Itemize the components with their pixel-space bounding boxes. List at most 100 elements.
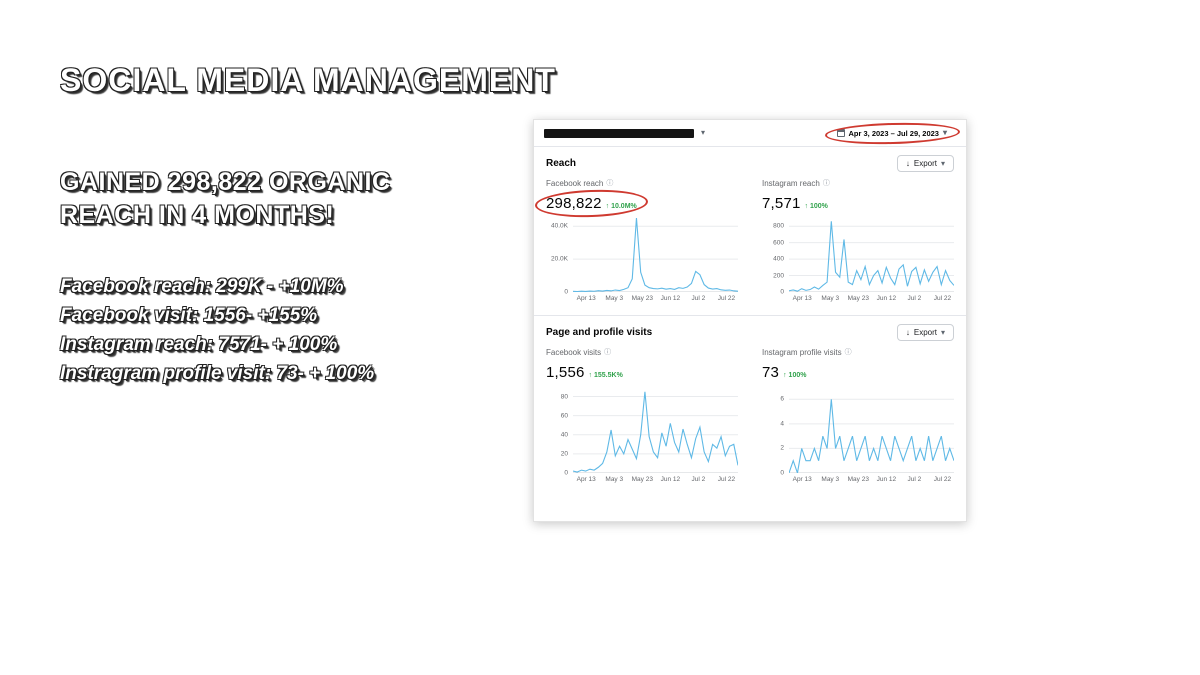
insights-dashboard-card: ▾ Apr 3, 2023 – Jul 29, 2023 ▾ Reach ↓ E… <box>533 119 967 522</box>
x-tick-label: Jul 2 <box>691 295 706 302</box>
y-tick-label: 80 <box>560 393 568 401</box>
x-tick-label: Jul 22 <box>717 476 736 483</box>
bullet-facebook-reach: Facebook reach: 299K - +10M% <box>60 276 344 297</box>
metric-name: Instagram profile visits <box>762 347 842 357</box>
instagram-profile-visits-chart <box>789 387 954 473</box>
info-icon[interactable]: ⓘ <box>822 180 830 187</box>
metric-value: 298,822 <box>546 194 602 212</box>
chevron-down-icon: ▾ <box>940 327 945 337</box>
slide-headline: GAINED 298,822 ORGANIC REACH IN 4 MONTHS… <box>60 166 391 232</box>
facebook-reach-chart <box>573 218 738 292</box>
export-label: Export <box>913 159 937 168</box>
reach-section-header: Reach ↓ Export ▾ <box>534 147 966 176</box>
x-tick-label: Jul 2 <box>907 476 922 483</box>
info-icon[interactable]: ⓘ <box>604 349 612 356</box>
bullet-instagram-reach: Instagram reach: 7571- + 100% <box>60 334 338 355</box>
arrow-up-icon: ↑ <box>605 202 610 210</box>
y-axis-labels: 0 200 400 600 800 <box>762 218 789 296</box>
dashboard-topbar: ▾ Apr 3, 2023 – Jul 29, 2023 ▾ <box>534 120 966 147</box>
visits-panels: Facebook visits ⓘ 1,556 ↑ 155.5K% 0 20 40 6… <box>534 345 966 487</box>
x-tick-label: Apr 13 <box>576 295 596 302</box>
export-button[interactable]: ↓ Export ▾ <box>896 324 954 341</box>
x-tick-label: May 23 <box>847 295 869 302</box>
redacted-page-name <box>544 128 694 138</box>
section-title: Page and profile visits <box>546 327 653 338</box>
facebook-visits-panel: Facebook visits ⓘ 1,556 ↑ 155.5K% 0 20 40 6… <box>546 345 738 487</box>
x-tick-label: Jun 12 <box>660 476 681 483</box>
metric-name: Facebook reach <box>546 178 604 188</box>
bullet-instagram-profile-visit: Instragram profile visit: 73- + 100% <box>60 363 375 384</box>
metric-name: Facebook visits <box>546 347 602 357</box>
bullet-facebook-visit: Facebook visit: 1556- +155% <box>60 305 318 326</box>
metric-value: 73 <box>762 363 780 381</box>
instagram-reach-chart <box>789 218 954 292</box>
panel-title: Facebook reach ⓘ <box>546 178 738 188</box>
arrow-up-icon: ↑ <box>588 371 593 379</box>
x-tick-label: Apr 13 <box>792 295 812 302</box>
y-tick-label: 400 <box>773 255 784 263</box>
x-tick-label: Jun 12 <box>876 295 897 302</box>
metric-value: 1,556 <box>546 363 585 381</box>
chevron-down-icon: ▾ <box>940 158 945 168</box>
x-tick-label: Apr 13 <box>576 476 596 483</box>
delta-badge: ↑ 155.5K% <box>588 371 623 379</box>
x-tick-label: May 23 <box>847 476 869 483</box>
delta-badge: ↑ 100% <box>783 371 807 379</box>
export-button[interactable]: ↓ Export ▾ <box>896 155 954 172</box>
y-tick-label: 0 <box>564 288 568 296</box>
x-tick-label: Jul 2 <box>691 476 706 483</box>
delta-badge: ↑ 100% <box>804 202 828 210</box>
info-icon[interactable]: ⓘ <box>844 349 852 356</box>
facebook-reach-panel: Facebook reach ⓘ 298,822 ↑ 10.0M% 0 20.0K… <box>534 176 738 306</box>
y-tick-label: 2 <box>780 444 784 452</box>
x-axis-labels: Apr 13 May 3 May 23 Jun 12 Jul 2 Jul 22 <box>573 295 738 306</box>
date-range-picker[interactable]: Apr 3, 2023 – Jul 29, 2023 ▾ <box>824 120 960 146</box>
y-tick-label: 0 <box>780 469 784 477</box>
chevron-down-icon[interactable]: ▾ <box>701 128 706 137</box>
x-tick-label: Jul 22 <box>933 295 952 302</box>
x-tick-label: Jun 12 <box>660 295 681 302</box>
y-tick-label: 40.0K <box>551 222 568 230</box>
x-tick-label: May 3 <box>605 476 624 483</box>
x-tick-label: May 23 <box>631 295 653 302</box>
y-axis-labels: 0 20 40 60 80 <box>546 387 573 476</box>
visits-section: Page and profile visits ↓ Export ▾ Faceb… <box>534 315 966 487</box>
instagram-reach-panel: Instagram reach ⓘ 7,571 ↑ 100% 0 200 400 60… <box>762 176 954 306</box>
y-tick-label: 4 <box>780 420 784 428</box>
reach-panels: Facebook reach ⓘ 298,822 ↑ 10.0M% 0 20.0K… <box>534 176 966 306</box>
x-tick-label: Jul 2 <box>907 295 922 302</box>
slide-title: SOCIAL MEDIA MANAGEMENT <box>60 62 556 98</box>
x-axis-labels: Apr 13 May 3 May 23 Jun 12 Jul 2 Jul 22 <box>789 295 954 306</box>
x-tick-label: May 23 <box>631 476 653 483</box>
panel-title: Facebook visits ⓘ <box>546 347 738 357</box>
headline-line-2: REACH IN 4 MONTHS! <box>60 201 335 229</box>
x-tick-label: Jun 12 <box>876 476 897 483</box>
page-selector[interactable]: ▾ <box>544 128 706 138</box>
x-tick-label: Jul 22 <box>717 295 736 302</box>
y-tick-label: 20.0K <box>551 255 568 263</box>
chevron-down-icon: ▾ <box>942 128 947 137</box>
metric-name: Instagram reach <box>762 178 820 188</box>
y-tick-label: 60 <box>560 412 568 420</box>
y-tick-label: 20 <box>560 450 568 458</box>
y-axis-labels: 0 20.0K 40.0K <box>546 218 573 296</box>
slide-bullet-list: Facebook reach: 299K - +10M% Facebook vi… <box>60 272 374 388</box>
instagram-profile-visits-panel: Instagram profile visits ⓘ 73 ↑ 100% 0 2 4… <box>762 345 954 487</box>
y-tick-label: 6 <box>780 395 784 403</box>
y-tick-label: 40 <box>560 431 568 439</box>
visits-section-header: Page and profile visits ↓ Export ▾ <box>534 316 966 345</box>
headline-line-1: GAINED 298,822 ORGANIC <box>60 168 391 196</box>
panel-title: Instagram profile visits ⓘ <box>762 347 954 357</box>
arrow-up-icon: ↑ <box>804 202 809 210</box>
info-icon[interactable]: ⓘ <box>606 180 614 187</box>
y-tick-label: 600 <box>773 239 784 247</box>
x-tick-label: May 3 <box>605 295 624 302</box>
date-range-label: Apr 3, 2023 – Jul 29, 2023 <box>848 128 939 138</box>
export-label: Export <box>913 328 937 337</box>
arrow-up-icon: ↑ <box>783 371 787 379</box>
y-tick-label: 200 <box>773 272 784 280</box>
download-icon: ↓ <box>905 159 910 168</box>
x-tick-label: Jul 22 <box>933 476 952 483</box>
y-tick-label: 0 <box>780 288 784 296</box>
x-tick-label: Apr 13 <box>792 476 812 483</box>
